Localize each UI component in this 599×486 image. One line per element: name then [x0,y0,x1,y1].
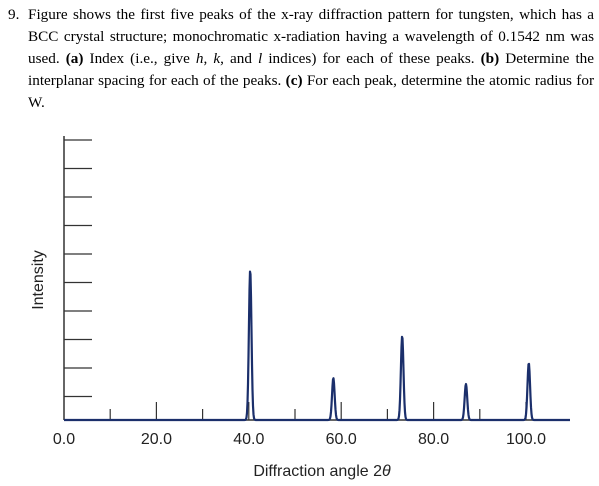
problem-text-part-a-4: indices) for each of these peaks. [262,50,481,67]
index-h: h [195,50,204,67]
problem-text: Figure shows the first five peaks of the… [28,4,594,114]
problem-text-part-b: Determine the interplanar spacing for ea… [28,50,594,89]
problem-statement: 9. Figure shows the first five peaks of … [8,4,594,114]
problem-text-intro: Figure shows the first five peaks of the… [28,6,594,67]
y-axis-label: Intensity [30,250,47,310]
x-axis-label-text: Diffraction angle 2 [253,463,382,480]
chart-ticks [64,139,527,420]
x-tick-label: 20.0 [141,431,172,448]
problem-text-part-a-2: , [203,50,214,67]
problem-number: 9. [8,6,20,23]
index-k: k [213,50,221,67]
index-l: l [258,50,263,67]
problem-text-part-a-1: Index (i.e., give [83,50,196,67]
x-tick-label: 80.0 [418,431,449,448]
x-tick-label: 100.0 [506,431,546,448]
part-a-label: (a) [65,50,84,67]
x-tick-label: 60.0 [326,431,357,448]
part-c-label: (c) [285,72,303,89]
part-b-label: (b) [480,50,500,67]
chart-axes [63,136,570,421]
problem-text-part-a-3: , and [220,50,258,67]
x-tick-labels: 0.0 20.0 40.0 60.0 80.0 100.0 [53,431,546,448]
x-axis-label-theta: θ [382,463,391,480]
x-tick-label: 0.0 [53,431,75,448]
x-axis-label: Diffraction angle 2θ [253,463,391,480]
x-tick-label: 40.0 [233,431,264,448]
diffraction-pattern-line [63,270,571,422]
problem-text-part-c: For each peak, determine the atomic radi… [28,72,594,111]
